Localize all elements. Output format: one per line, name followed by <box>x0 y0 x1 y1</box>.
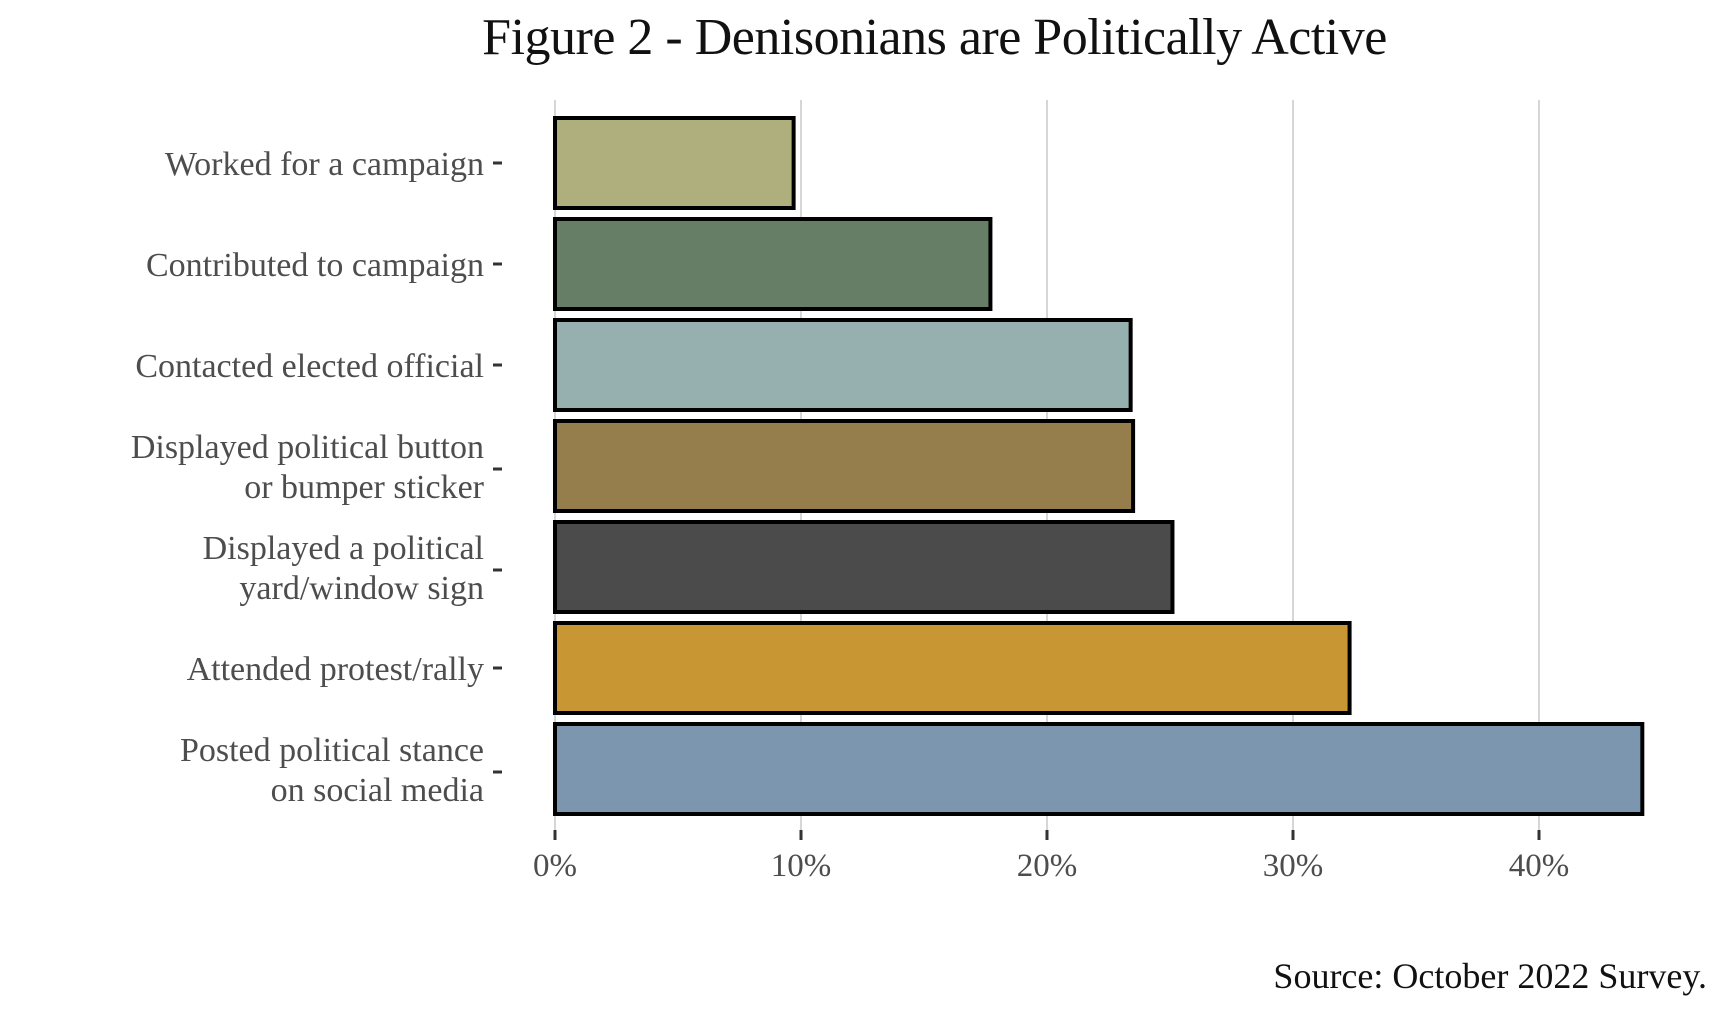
x-tick-label: 10% <box>771 848 832 884</box>
y-tick-label: Worked for a campaign <box>165 146 484 183</box>
y-tick-label: or bumper sticker <box>244 469 484 506</box>
y-tick-label: yard/window sign <box>239 570 484 607</box>
y-tick-label: Displayed a political <box>203 530 484 567</box>
bar <box>553 520 1175 614</box>
bar <box>553 217 993 311</box>
y-tick-label: Contacted elected official <box>135 348 484 385</box>
x-tick-label: 20% <box>1017 848 1078 884</box>
y-tick-label: Posted political stance <box>180 732 484 769</box>
bars <box>553 116 1645 816</box>
y-tick-label: on social media <box>271 772 484 809</box>
y-axis: Worked for a campaign Contributed to camp… <box>131 146 502 809</box>
bar <box>553 722 1645 816</box>
x-tick-label: 30% <box>1263 848 1324 884</box>
bar <box>553 318 1133 412</box>
y-tick-label: Displayed political button <box>131 429 484 466</box>
x-tick-label: 0% <box>533 848 577 884</box>
bar <box>553 621 1352 715</box>
y-tick-label: Attended protest/rally <box>187 651 484 688</box>
source-caption: Source: October 2022 Survey. <box>1273 956 1707 996</box>
x-tick-label: 40% <box>1509 848 1570 884</box>
x-axis: 0% 10% 20% 30% 40% <box>533 830 1569 884</box>
bar <box>553 116 796 210</box>
chart-title: Figure 2 - Denisonians are Politically A… <box>482 9 1387 66</box>
y-tick-label: Contributed to campaign <box>146 247 484 284</box>
bar <box>553 419 1136 513</box>
